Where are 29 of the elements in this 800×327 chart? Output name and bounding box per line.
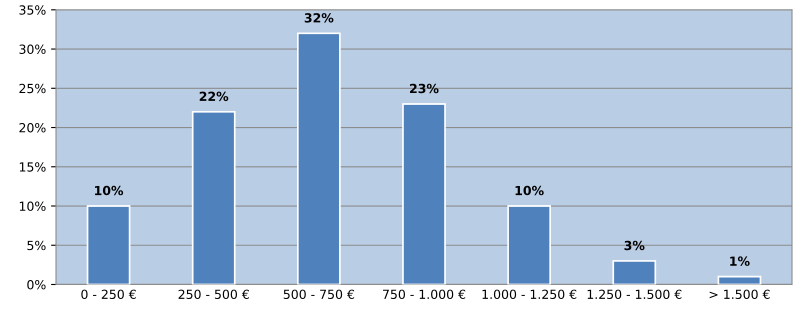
data-label: 23% [410,84,439,94]
x-tick-label: 250 - 500 € [178,290,249,300]
y-tick-label: 30% [19,44,46,54]
x-tick-label: 750 - 1.000 € [383,290,466,300]
y-tick-label: 10% [20,201,46,211]
x-tick-label: 1.250 - 1.500 € [588,290,682,300]
x-tick-label: 0 - 250 € [81,290,136,300]
data-label: 10% [95,186,124,196]
data-label: 32% [304,13,334,23]
data-label: 22% [200,92,228,102]
bar [86,205,130,284]
bar [192,111,236,284]
x-tick-label: > 1.500 € [710,290,770,300]
bar [507,205,552,284]
x-tick-label: 500 - 750 € [284,290,354,300]
y-tick-label: 35% [19,5,46,15]
y-tick-label: 25% [19,84,46,94]
data-label: 10% [516,186,544,196]
bar [612,260,656,284]
bar [296,32,341,284]
x-tick-label: 1.000 - 1.250 € [482,290,576,300]
y-tick-label: 5% [27,240,46,250]
y-tick-label: 0% [27,280,46,290]
data-label: 1% [730,256,750,266]
data-label: 3% [624,240,644,250]
bar [402,103,446,284]
y-tick-label: 20% [19,123,46,132]
y-tick-label: 15% [20,162,46,172]
bar [718,276,762,284]
